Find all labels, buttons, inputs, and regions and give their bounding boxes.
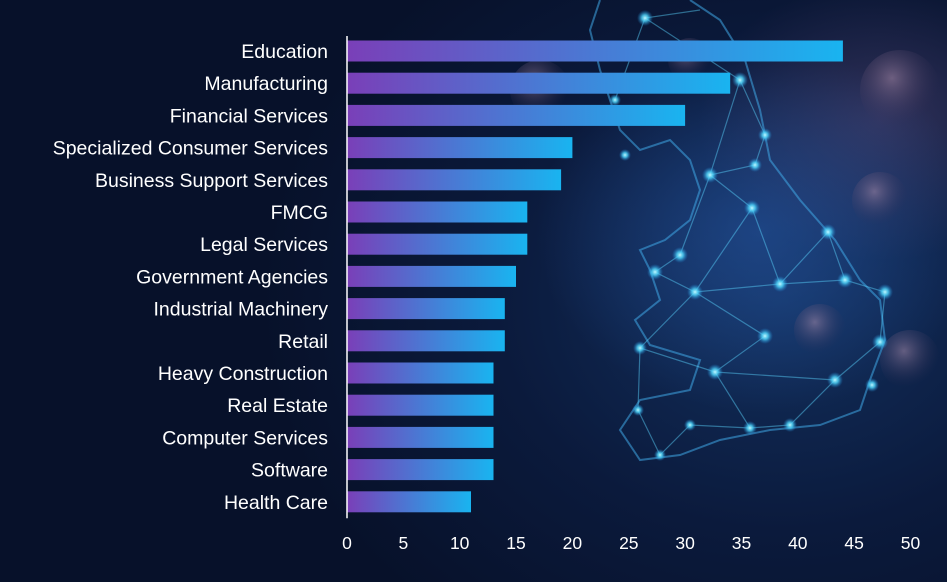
x-tick-label: 30 — [675, 533, 695, 553]
category-label: Industrial Machinery — [154, 299, 329, 321]
x-tick-label: 15 — [506, 533, 525, 553]
category-label: Health Care — [224, 492, 328, 514]
bar-education — [347, 40, 843, 62]
bars-group — [347, 40, 843, 513]
category-label: Retail — [278, 331, 328, 353]
bar-financial-services — [347, 104, 686, 126]
bar-heavy-construction — [347, 362, 494, 384]
network-nodes — [609, 10, 893, 461]
x-axis-ticks: 0 5 10 15 20 25 30 35 40 45 50 — [342, 533, 920, 553]
bar-industrial-machinery — [347, 298, 505, 320]
bar-health-care — [347, 491, 471, 513]
bar-real-estate — [347, 394, 494, 416]
bar-retail — [347, 330, 505, 352]
category-label: Manufacturing — [204, 73, 328, 95]
category-label: Government Agencies — [136, 266, 328, 288]
category-labels: Education Manufacturing Financial Services… — [53, 41, 329, 514]
x-tick-label: 0 — [342, 533, 352, 553]
bar-specialized-consumer-services — [347, 137, 573, 159]
x-tick-label: 10 — [450, 533, 470, 553]
category-label: Software — [251, 460, 328, 482]
x-tick-label: 35 — [732, 533, 751, 553]
category-label: Computer Services — [162, 427, 328, 449]
x-tick-label: 5 — [399, 533, 409, 553]
map-outline — [588, 0, 887, 462]
category-label: Heavy Construction — [158, 363, 328, 385]
category-label: Specialized Consumer Services — [53, 138, 329, 160]
x-tick-label: 20 — [563, 533, 583, 553]
bar-legal-services — [347, 233, 528, 255]
bar-fmcg — [347, 201, 528, 223]
x-tick-label: 45 — [844, 533, 863, 553]
bar-government-agencies — [347, 265, 516, 287]
category-label: Financial Services — [170, 105, 328, 127]
category-label: Education — [241, 41, 328, 63]
category-label: Legal Services — [200, 234, 328, 256]
bar-software — [347, 459, 494, 481]
bar-manufacturing — [347, 72, 731, 94]
category-label: FMCG — [271, 202, 328, 224]
x-tick-label: 40 — [788, 533, 808, 553]
x-tick-label: 50 — [901, 533, 921, 553]
bar-computer-services — [347, 426, 494, 448]
x-tick-label: 25 — [619, 533, 638, 553]
bar-business-support-services — [347, 169, 562, 191]
category-label: Business Support Services — [95, 170, 328, 192]
category-label: Real Estate — [227, 395, 328, 417]
